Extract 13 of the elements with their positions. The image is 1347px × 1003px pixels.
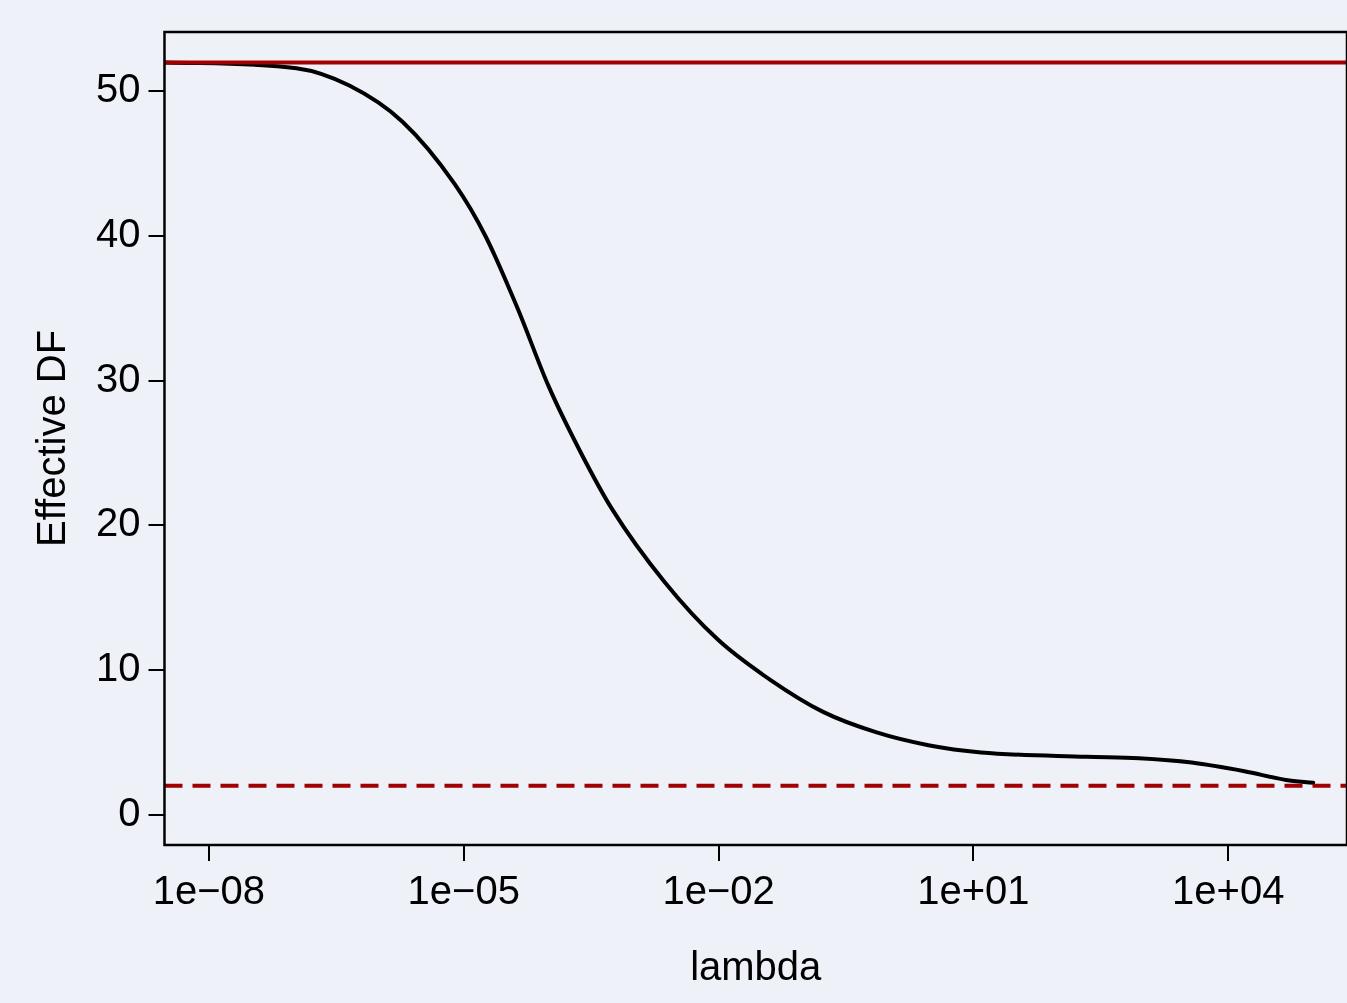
y-tick-label: 50 — [95, 66, 141, 111]
x-tick-label: 1e+04 — [1172, 868, 1285, 913]
y-axis-title: Effective DF — [29, 329, 74, 548]
x-tick-label: 1e+01 — [917, 868, 1030, 913]
x-tick-label: 1e−08 — [152, 868, 266, 913]
x-tick-label: 1e−05 — [407, 868, 520, 913]
y-tick-label: 20 — [95, 500, 141, 545]
y-tick-label: 0 — [118, 789, 141, 834]
x-axis-title: lambda — [690, 944, 823, 989]
y-tick-label: 30 — [95, 355, 141, 400]
y-tick-label: 40 — [95, 211, 141, 255]
y-tick-label: 10 — [95, 644, 141, 689]
x-tick-label: 1e−02 — [662, 868, 775, 913]
